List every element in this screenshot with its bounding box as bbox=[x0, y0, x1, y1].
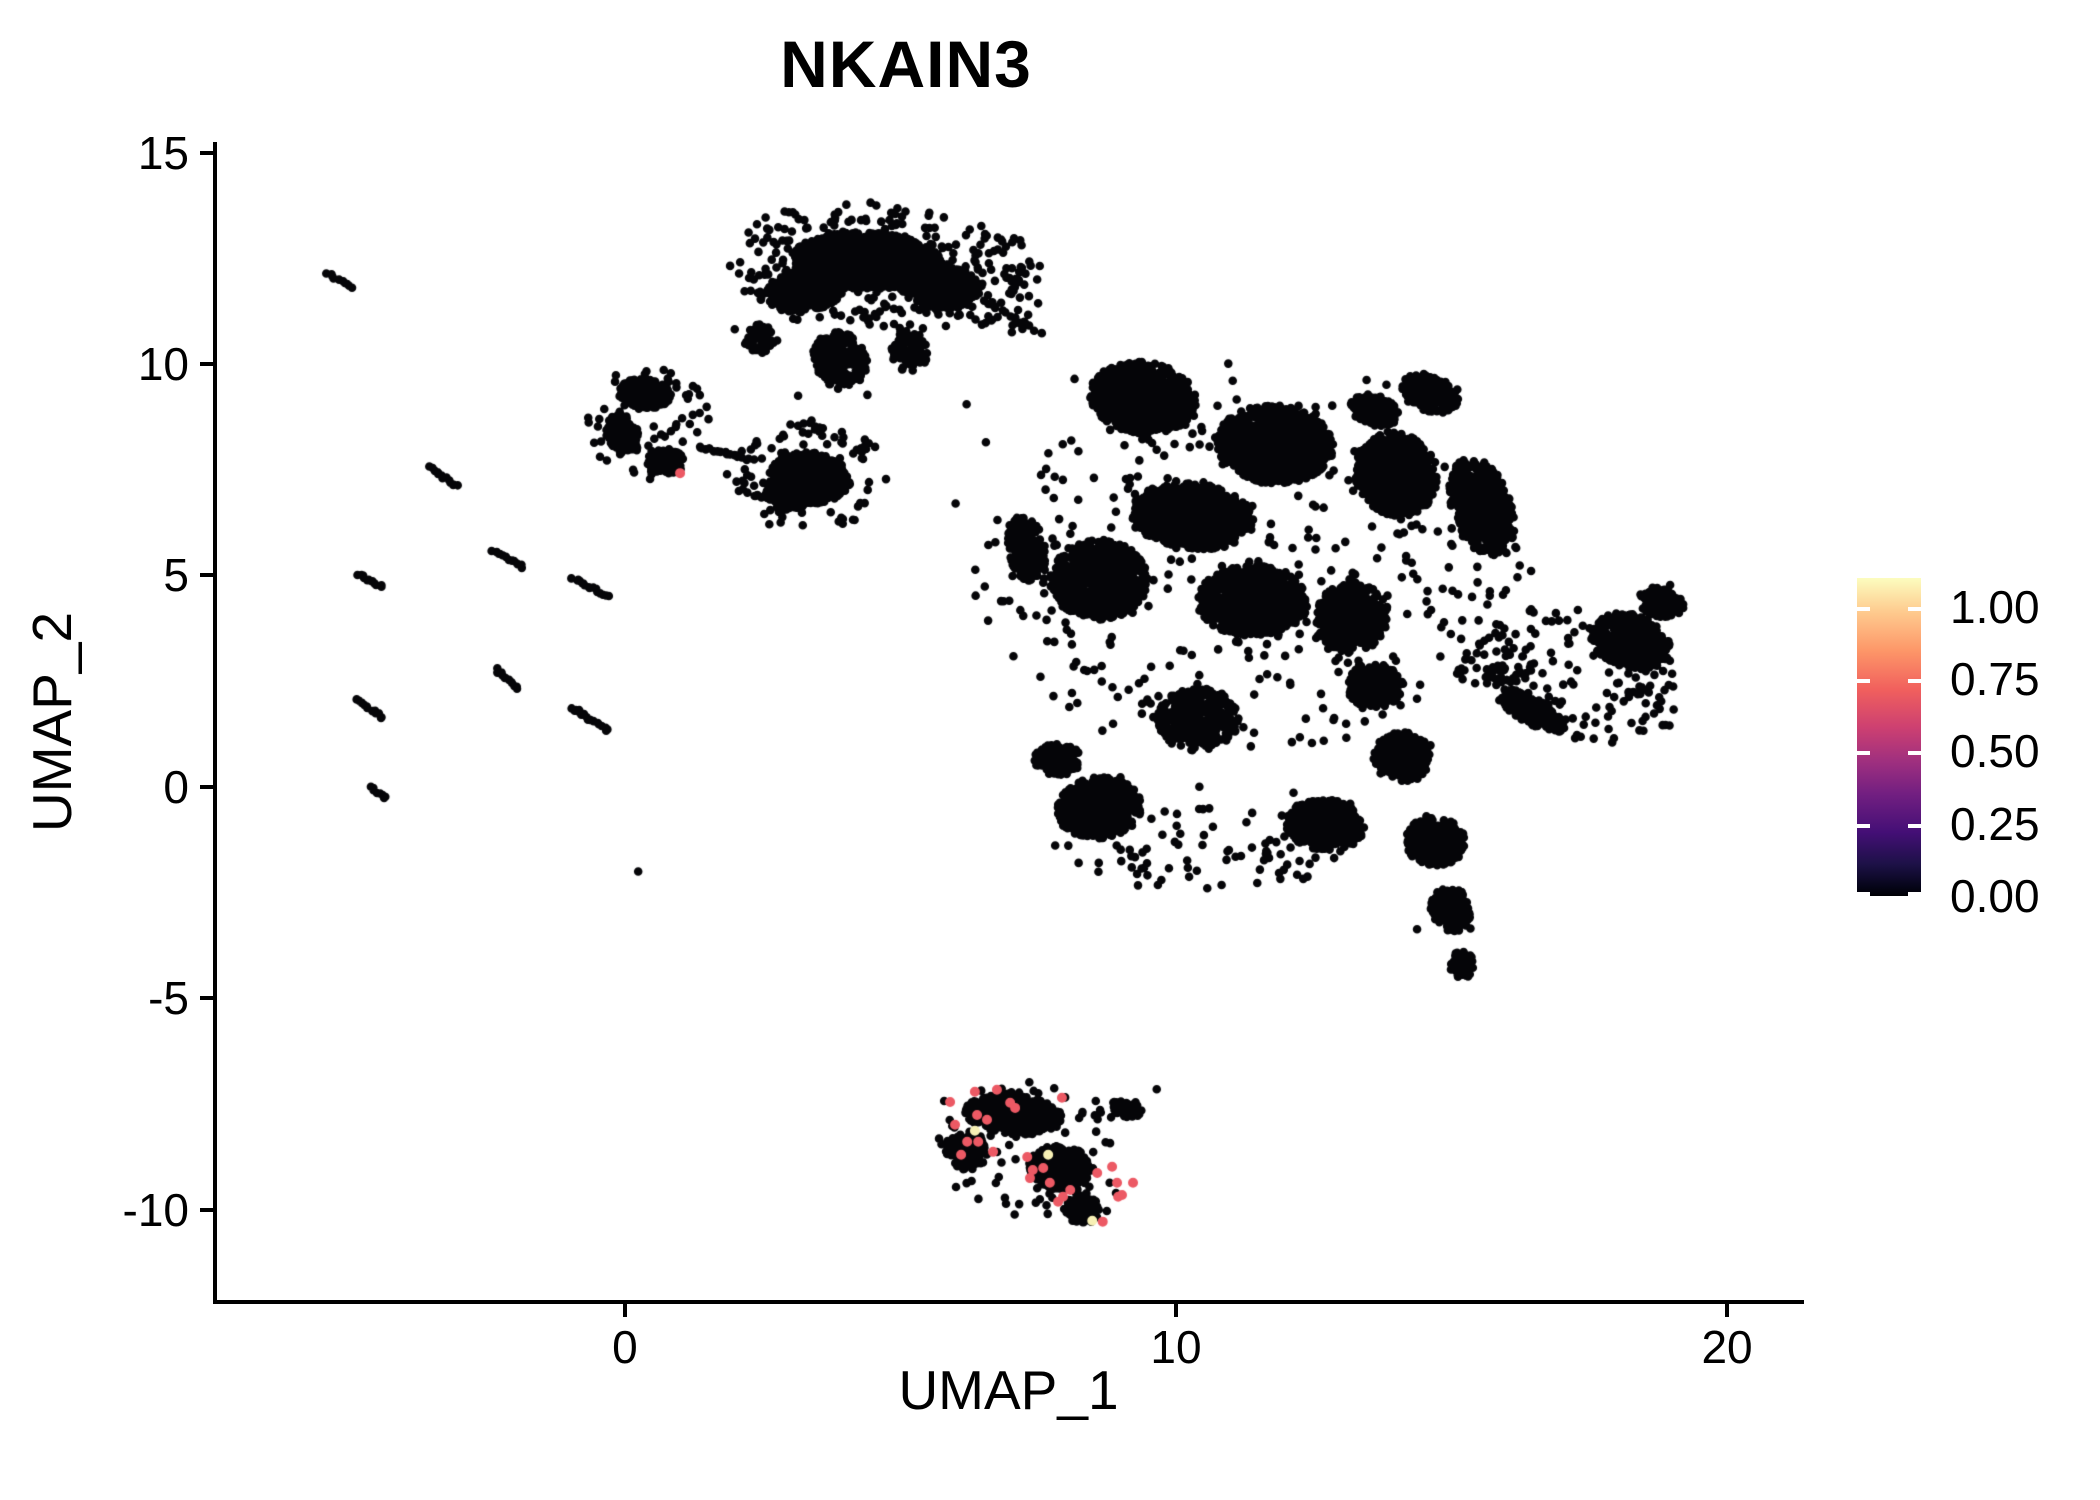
colorbar-tick-mark bbox=[1857, 751, 1870, 756]
plot-title: NKAIN3 bbox=[780, 27, 1032, 101]
x-tick-mark bbox=[1725, 1304, 1730, 1317]
colorbar-gradient bbox=[1857, 578, 1921, 896]
y-tick-label: -5 bbox=[148, 972, 189, 1025]
y-tick-label: 10 bbox=[137, 338, 189, 391]
colorbar-tick-label: 0.25 bbox=[1950, 797, 2040, 850]
y-tick-label: 0 bbox=[163, 760, 189, 813]
y-axis-line bbox=[213, 142, 217, 1304]
y-axis-title: UMAP_2 bbox=[21, 611, 83, 833]
y-tick-label: 15 bbox=[137, 126, 189, 179]
colorbar-tick-mark bbox=[1857, 679, 1870, 684]
y-tick-mark bbox=[200, 1207, 213, 1212]
y-tick-mark bbox=[200, 784, 213, 789]
y-tick-mark bbox=[200, 996, 213, 1001]
colorbar-tick-mark bbox=[1908, 606, 1921, 611]
x-tick-label: 10 bbox=[1150, 1321, 1202, 1373]
colorbar-tick-label: 0.75 bbox=[1950, 653, 2040, 706]
colorbar-tick-mark bbox=[1908, 892, 1921, 896]
y-tick-mark bbox=[200, 362, 213, 367]
x-tick-mark bbox=[622, 1304, 627, 1317]
colorbar-tick-mark bbox=[1857, 892, 1870, 896]
colorbar-tick-label: 0.00 bbox=[1950, 870, 2040, 922]
x-tick-label: 20 bbox=[1701, 1321, 1753, 1373]
colorbar-tick-mark bbox=[1857, 823, 1870, 828]
colorbar-tick-mark bbox=[1908, 679, 1921, 684]
y-tick-label: -10 bbox=[122, 1183, 189, 1236]
colorbar-tick-label: 0.50 bbox=[1950, 725, 2040, 778]
colorbar-tick-mark bbox=[1908, 823, 1921, 828]
x-axis-line bbox=[213, 1300, 1804, 1304]
x-axis-title: UMAP_1 bbox=[898, 1359, 1119, 1421]
y-tick-mark bbox=[200, 573, 213, 578]
colorbar-tick-mark bbox=[1908, 751, 1921, 756]
y-tick-label: 5 bbox=[163, 549, 189, 602]
y-tick-mark bbox=[200, 150, 213, 155]
colorbar-tick-mark bbox=[1857, 606, 1870, 611]
x-tick-label: 0 bbox=[612, 1321, 638, 1373]
x-tick-mark bbox=[1174, 1304, 1179, 1317]
colorbar-tick-label: 1.00 bbox=[1950, 580, 2040, 633]
